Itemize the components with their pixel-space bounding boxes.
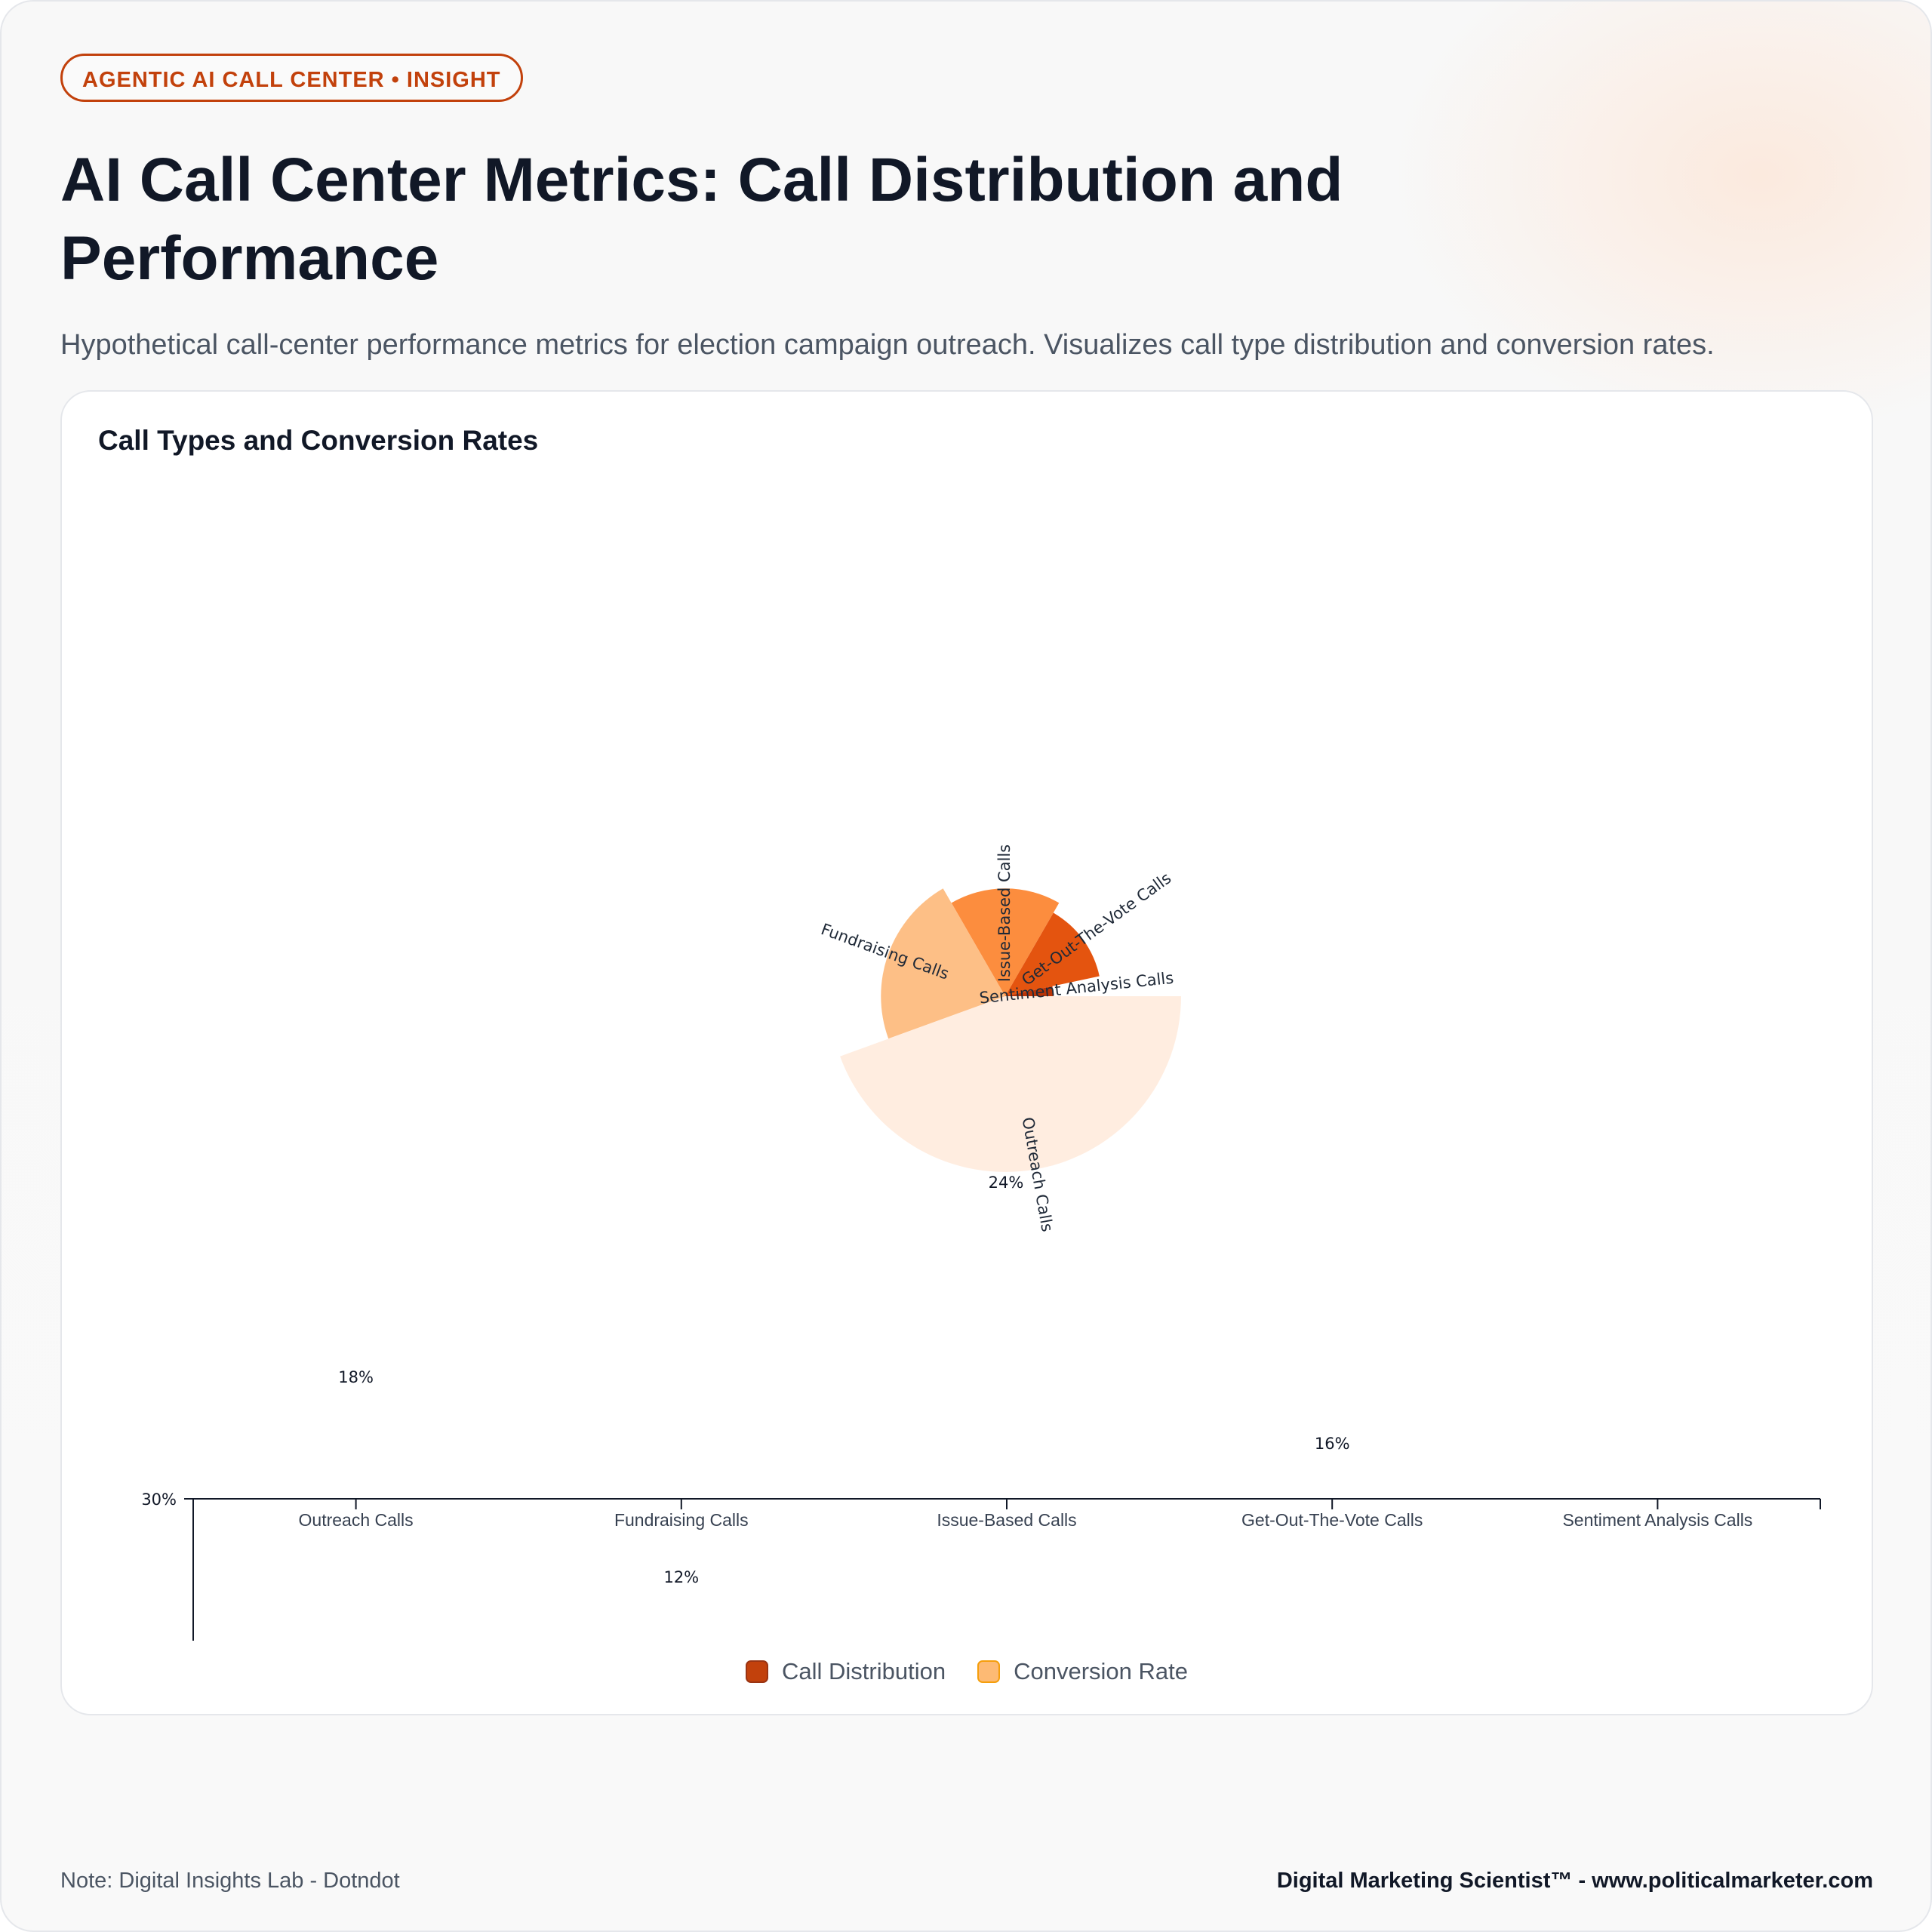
x-tick-label-fundraising-calls: Fundraising Calls	[614, 1510, 749, 1530]
chart-area: Outreach Calls Fundraising Calls Issue-Bas…	[141, 844, 1821, 1641]
legend-item-conversion-rate[interactable]: Conversion Rate	[977, 1658, 1188, 1685]
chart-card: Call Types and Conversion Rates Outreach…	[60, 390, 1873, 1715]
x-tick-label-issue-based-calls: Issue-Based Calls	[937, 1510, 1076, 1530]
category-badge: AGENTIC AI CALL CENTER • INSIGHT	[60, 54, 523, 102]
bar-chart-axes: 30% Outreach Calls 18% Fundraising Calls 12%…	[141, 1368, 1821, 1641]
x-tick-label-outreach-calls: Outreach Calls	[299, 1510, 414, 1530]
bar-data-label-fundraising-calls: 12%	[663, 1568, 699, 1586]
rose-slice-sentiment-analysis-calls[interactable]	[1005, 986, 1054, 996]
rose-slice-fundraising-calls[interactable]	[881, 888, 1005, 1039]
chart-legend: Call Distribution Conversion Rate	[62, 1658, 1872, 1685]
legend-swatch-conversion-rate	[977, 1660, 1001, 1683]
rose-slice-issue-based-calls[interactable]	[951, 888, 1060, 996]
legend-label: Call Distribution	[782, 1658, 946, 1684]
rose-label-issue-based-calls: Issue-Based Calls	[995, 844, 1014, 982]
y-tick-label: 30%	[141, 1491, 177, 1509]
rose-data-label-fundraising-calls: 24%	[989, 1174, 1024, 1192]
footer-note: Note: Digital Insights Lab - Dotndot	[60, 1869, 400, 1893]
legend-label: Conversion Rate	[1014, 1658, 1188, 1684]
bar-data-label-outreach-calls: 18%	[338, 1368, 374, 1386]
chart-title: Call Types and Conversion Rates	[98, 425, 539, 456]
x-tick-label-get-out-the-vote-calls: Get-Out-The-Vote Calls	[1241, 1510, 1423, 1530]
x-tick-label-sentiment-analysis-calls: Sentiment Analysis Calls	[1562, 1510, 1752, 1530]
legend-item-call-distribution[interactable]: Call Distribution	[746, 1658, 946, 1685]
rose-slice-get-out-the-vote-calls[interactable]	[1005, 912, 1100, 997]
page-subtitle: Hypothetical call-center performance met…	[60, 329, 1715, 361]
bar-data-label-get-out-the-vote-calls: 16%	[1315, 1435, 1350, 1453]
footer-brand: Digital Marketing Scientist™ - www.polit…	[1276, 1869, 1873, 1893]
rose-slice-outreach-calls[interactable]	[840, 996, 1181, 1172]
page-title: AI Call Center Metrics: Call Distributio…	[60, 146, 1343, 293]
legend-swatch-call-distribution	[746, 1660, 768, 1683]
